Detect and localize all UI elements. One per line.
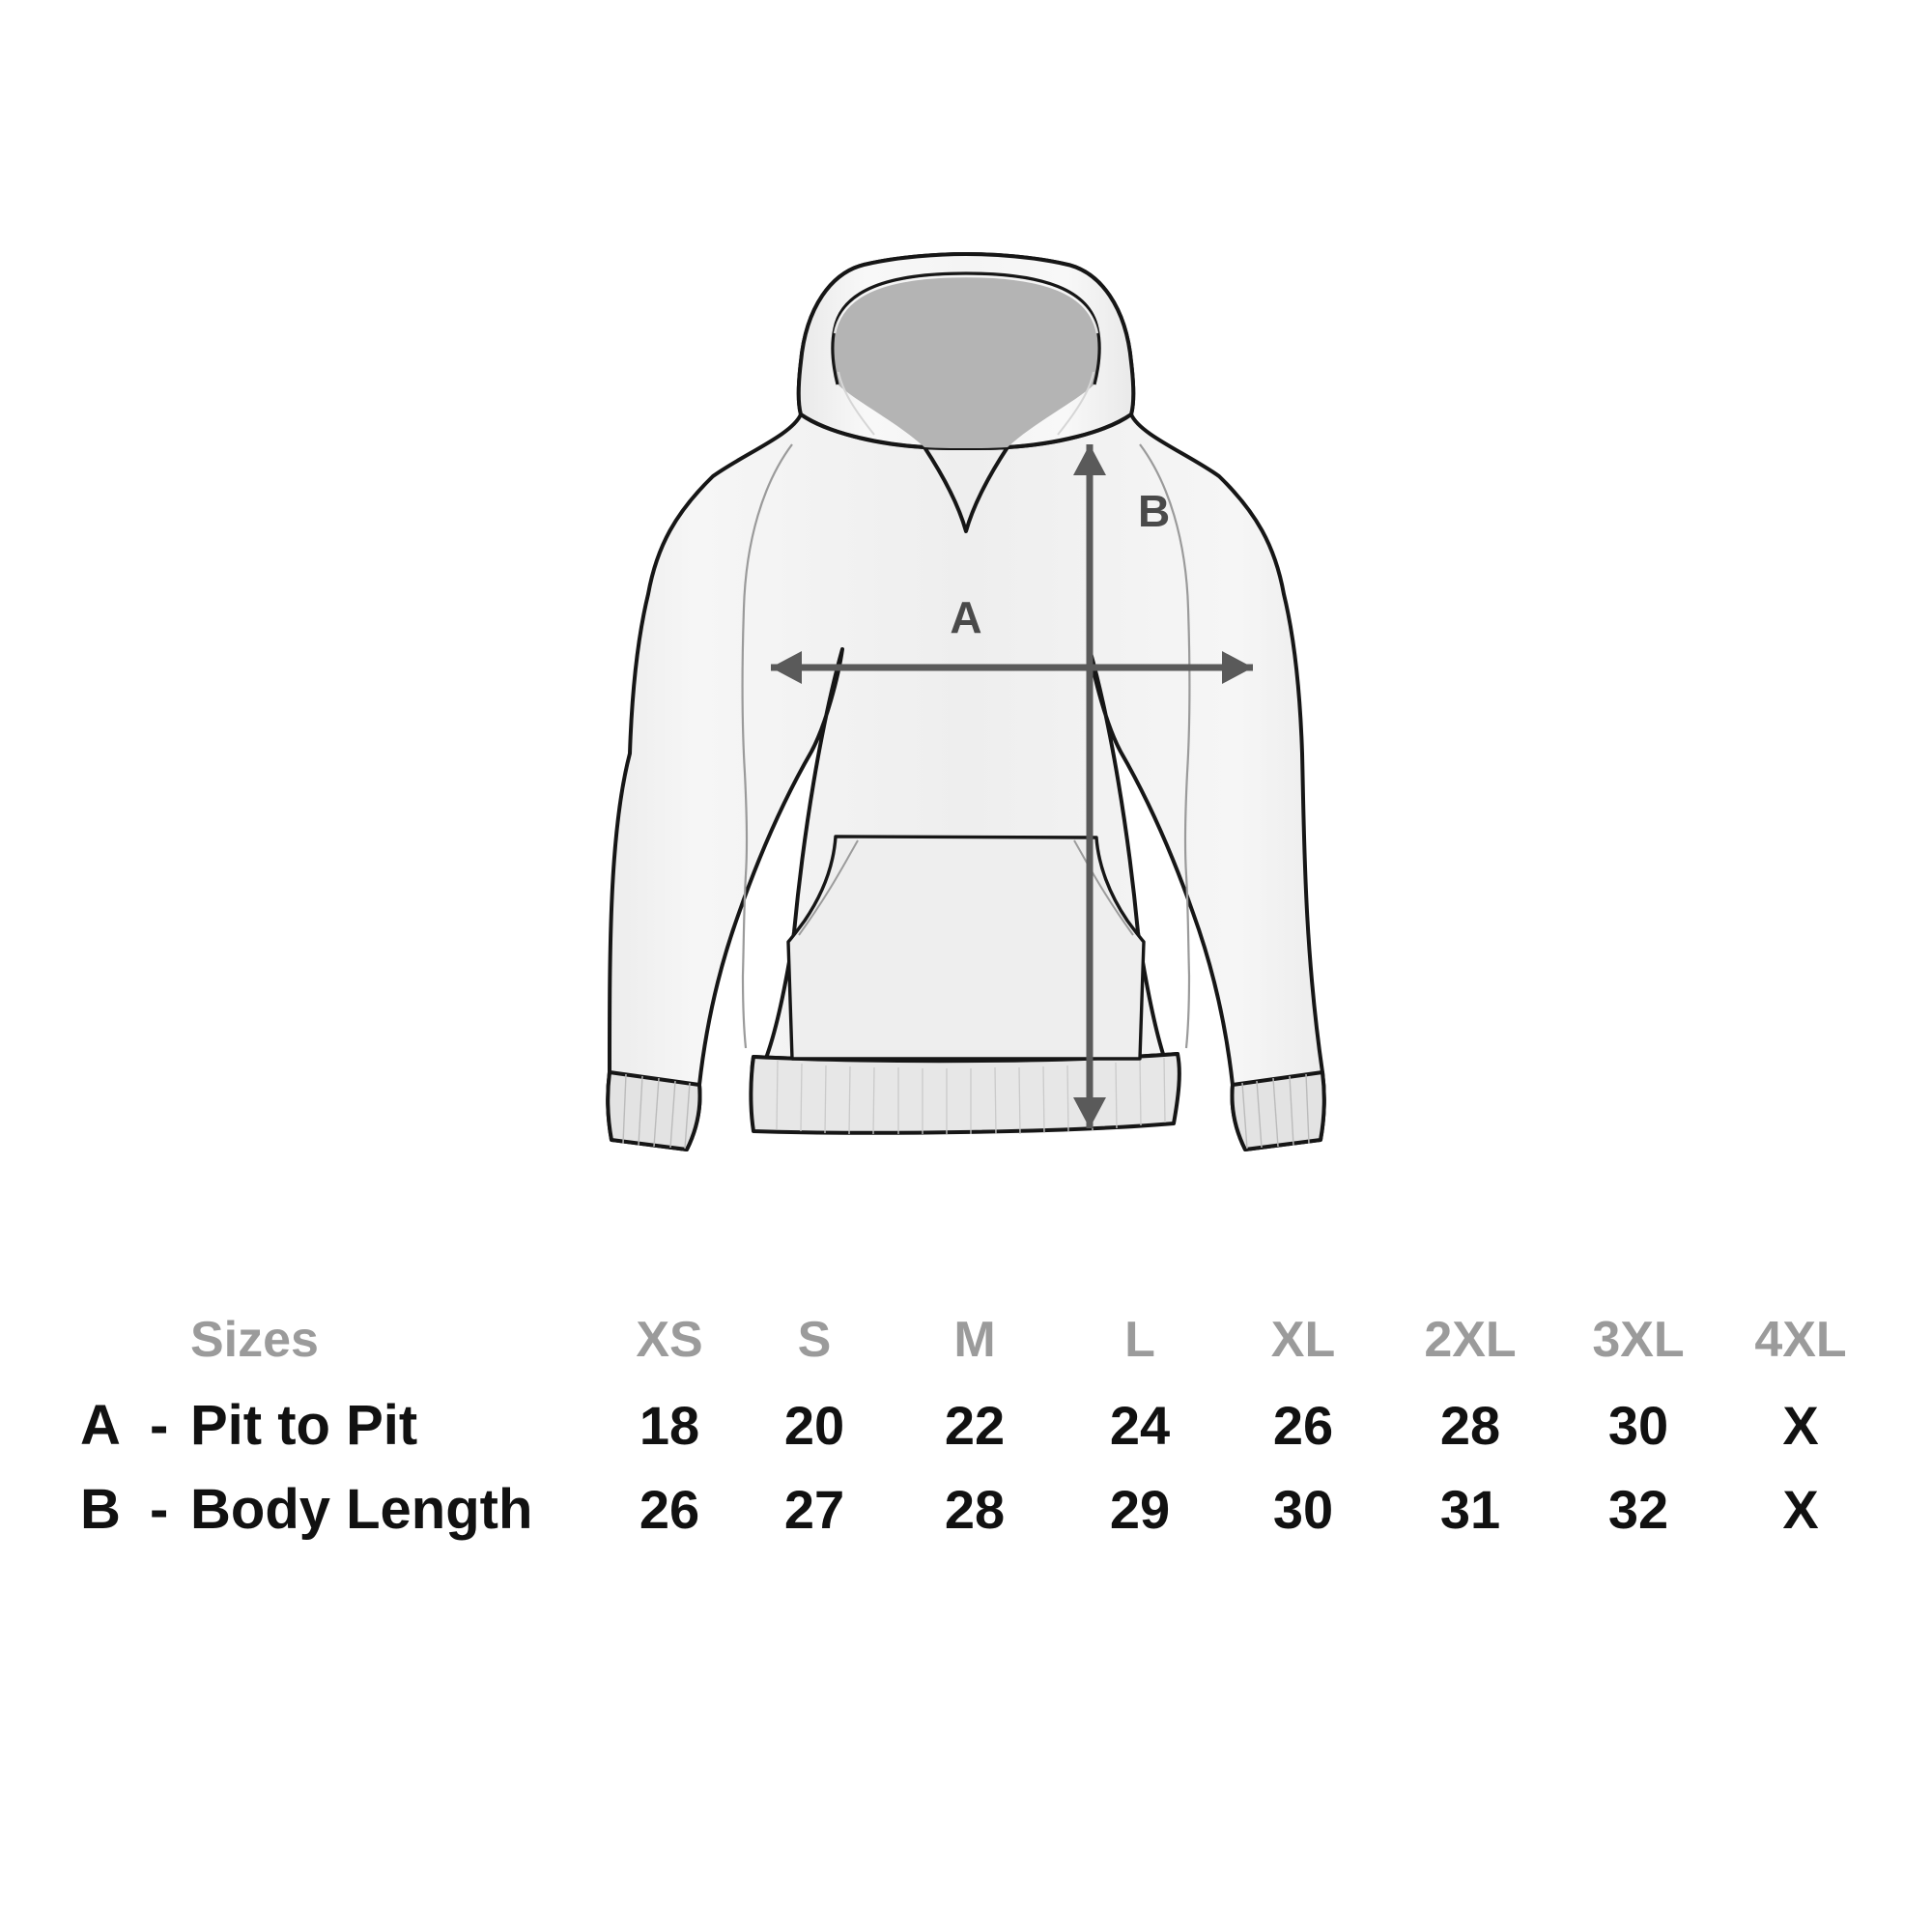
svg-text:M: M xyxy=(953,1312,995,1368)
svg-text:24: 24 xyxy=(1110,1395,1170,1456)
svg-text:Body Length: Body Length xyxy=(190,1478,532,1541)
svg-text:26: 26 xyxy=(1273,1395,1333,1456)
svg-text:22: 22 xyxy=(945,1395,1005,1456)
svg-text:Pit to Pit: Pit to Pit xyxy=(190,1394,417,1457)
svg-text:26: 26 xyxy=(639,1479,699,1540)
svg-text:30: 30 xyxy=(1608,1395,1668,1456)
svg-text:X: X xyxy=(1782,1479,1818,1540)
svg-text:31: 31 xyxy=(1440,1479,1500,1540)
svg-text:X: X xyxy=(1782,1395,1818,1456)
svg-text:L: L xyxy=(1124,1312,1155,1368)
svg-text:32: 32 xyxy=(1608,1479,1668,1540)
svg-text:XL: XL xyxy=(1271,1312,1335,1368)
svg-text:S: S xyxy=(798,1312,832,1368)
svg-text:27: 27 xyxy=(784,1479,844,1540)
svg-text:30: 30 xyxy=(1273,1479,1333,1540)
svg-text:-: - xyxy=(150,1394,168,1457)
svg-text:20: 20 xyxy=(784,1395,844,1456)
svg-text:B: B xyxy=(80,1478,121,1541)
svg-text:-: - xyxy=(150,1478,168,1541)
svg-text:29: 29 xyxy=(1110,1479,1170,1540)
svg-text:28: 28 xyxy=(1440,1395,1500,1456)
svg-text:Sizes: Sizes xyxy=(190,1312,319,1368)
svg-text:XS: XS xyxy=(636,1312,702,1368)
svg-text:2XL: 2XL xyxy=(1424,1312,1516,1368)
svg-text:A: A xyxy=(80,1394,121,1457)
svg-text:4XL: 4XL xyxy=(1754,1312,1846,1368)
svg-text:3XL: 3XL xyxy=(1592,1312,1684,1368)
svg-text:18: 18 xyxy=(639,1395,699,1456)
svg-text:28: 28 xyxy=(945,1479,1005,1540)
